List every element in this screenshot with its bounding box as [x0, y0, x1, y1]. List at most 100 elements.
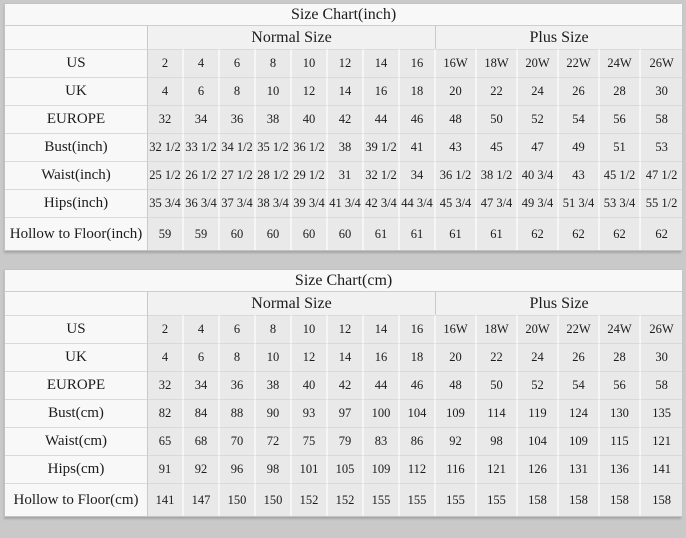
size-value-cell: 22: [477, 77, 518, 105]
size-value-cell: 46: [400, 105, 436, 133]
size-value-cell: 47 3/4: [477, 189, 518, 217]
size-value-cell: 20W: [518, 315, 559, 343]
size-value-cell: 30: [641, 343, 683, 371]
size-value-cell: 52: [518, 371, 559, 399]
size-value-cell: 36: [220, 105, 256, 133]
row-label: Waist(inch): [5, 161, 148, 189]
size-value-cell: 20: [436, 343, 477, 371]
size-value-cell: 48: [436, 371, 477, 399]
size-value-cell: 79: [328, 427, 364, 455]
size-value-cell: 25 1/2: [148, 161, 184, 189]
size-value-cell: 43: [436, 133, 477, 161]
size-value-cell: 35 1/2: [256, 133, 292, 161]
size-value-cell: 65: [148, 427, 184, 455]
size-value-cell: 152: [292, 483, 328, 516]
size-value-cell: 121: [477, 455, 518, 483]
size-value-cell: 83: [364, 427, 400, 455]
size-value-cell: 51 3/4: [559, 189, 600, 217]
size-chart-cm: Size Chart(cm) Normal Size Plus Size US 2…: [4, 269, 683, 517]
size-value-cell: 86: [400, 427, 436, 455]
size-value-cell: 100: [364, 399, 400, 427]
size-value-cell: 10: [256, 343, 292, 371]
title-row: Size Chart(cm): [5, 270, 683, 292]
row-label: US: [5, 49, 148, 77]
size-value-cell: 98: [256, 455, 292, 483]
size-value-cell: 60: [328, 217, 364, 250]
size-value-cell: 82: [148, 399, 184, 427]
size-value-cell: 4: [184, 315, 220, 343]
size-value-cell: 26 1/2: [184, 161, 220, 189]
size-value-cell: 56: [600, 105, 641, 133]
size-value-cell: 44: [364, 105, 400, 133]
size-value-cell: 104: [518, 427, 559, 455]
row-label: Waist(cm): [5, 427, 148, 455]
size-value-cell: 32: [148, 105, 184, 133]
size-value-cell: 16: [364, 77, 400, 105]
size-value-cell: 53 3/4: [600, 189, 641, 217]
table-row: UK 4 6 8 10 12 14 16 18 20 22 24 26 28 30: [5, 343, 683, 371]
size-value-cell: 91: [148, 455, 184, 483]
size-chart-cm-table: Size Chart(cm) Normal Size Plus Size US 2…: [5, 270, 683, 516]
size-value-cell: 40: [292, 371, 328, 399]
size-value-cell: 38 3/4: [256, 189, 292, 217]
size-value-cell: 6: [184, 77, 220, 105]
size-value-cell: 124: [559, 399, 600, 427]
table-row: US 2 4 6 8 10 12 14 16 16W 18W 20W 22W 24W 26W: [5, 49, 683, 77]
size-value-cell: 4: [148, 77, 184, 105]
size-value-cell: 53: [641, 133, 683, 161]
size-value-cell: 10: [292, 49, 328, 77]
size-value-cell: 98: [477, 427, 518, 455]
size-value-cell: 101: [292, 455, 328, 483]
size-value-cell: 158: [600, 483, 641, 516]
size-value-cell: 48: [436, 105, 477, 133]
size-value-cell: 109: [364, 455, 400, 483]
size-value-cell: 155: [477, 483, 518, 516]
size-value-cell: 36 1/2: [436, 161, 477, 189]
size-value-cell: 39 3/4: [292, 189, 328, 217]
size-value-cell: 84: [184, 399, 220, 427]
row-label: UK: [5, 343, 148, 371]
size-value-cell: 42: [328, 105, 364, 133]
size-value-cell: 47 1/2: [641, 161, 683, 189]
size-value-cell: 62: [518, 217, 559, 250]
table-row: Bust(cm) 82 84 88 90 93 97 100 104 109 114 119 124 13…: [5, 399, 683, 427]
size-value-cell: 104: [400, 399, 436, 427]
size-value-cell: 40: [292, 105, 328, 133]
size-value-cell: 155: [364, 483, 400, 516]
size-value-cell: 60: [256, 217, 292, 250]
size-value-cell: 68: [184, 427, 220, 455]
size-value-cell: 16: [400, 315, 436, 343]
size-value-cell: 26: [559, 77, 600, 105]
size-value-cell: 62: [600, 217, 641, 250]
size-value-cell: 147: [184, 483, 220, 516]
size-value-cell: 35 3/4: [148, 189, 184, 217]
size-value-cell: 116: [436, 455, 477, 483]
size-value-cell: 24: [518, 343, 559, 371]
size-value-cell: 141: [641, 455, 683, 483]
size-value-cell: 41: [400, 133, 436, 161]
size-value-cell: 27 1/2: [220, 161, 256, 189]
size-value-cell: 58: [641, 105, 683, 133]
size-value-cell: 44: [364, 371, 400, 399]
table-row: Waist(inch) 25 1/2 26 1/2 27 1/2 28 1/2 29 1/…: [5, 161, 683, 189]
size-value-cell: 46: [400, 371, 436, 399]
size-value-cell: 36 3/4: [184, 189, 220, 217]
size-value-cell: 141: [148, 483, 184, 516]
size-value-cell: 4: [148, 343, 184, 371]
title-row: Size Chart(inch): [5, 4, 683, 26]
size-value-cell: 97: [328, 399, 364, 427]
row-label: Bust(cm): [5, 399, 148, 427]
size-value-cell: 62: [559, 217, 600, 250]
table-row: EUROPE 32 34 36 38 40 42 44 46 48 50 52 54 56 58: [5, 371, 683, 399]
size-value-cell: 20: [436, 77, 477, 105]
size-value-cell: 14: [328, 343, 364, 371]
size-value-cell: 158: [559, 483, 600, 516]
normal-size-group-header: Normal Size: [148, 26, 436, 49]
size-value-cell: 114: [477, 399, 518, 427]
size-value-cell: 36 1/2: [292, 133, 328, 161]
size-value-cell: 30: [641, 77, 683, 105]
size-value-cell: 49 3/4: [518, 189, 559, 217]
size-value-cell: 109: [559, 427, 600, 455]
size-value-cell: 119: [518, 399, 559, 427]
size-value-cell: 158: [518, 483, 559, 516]
